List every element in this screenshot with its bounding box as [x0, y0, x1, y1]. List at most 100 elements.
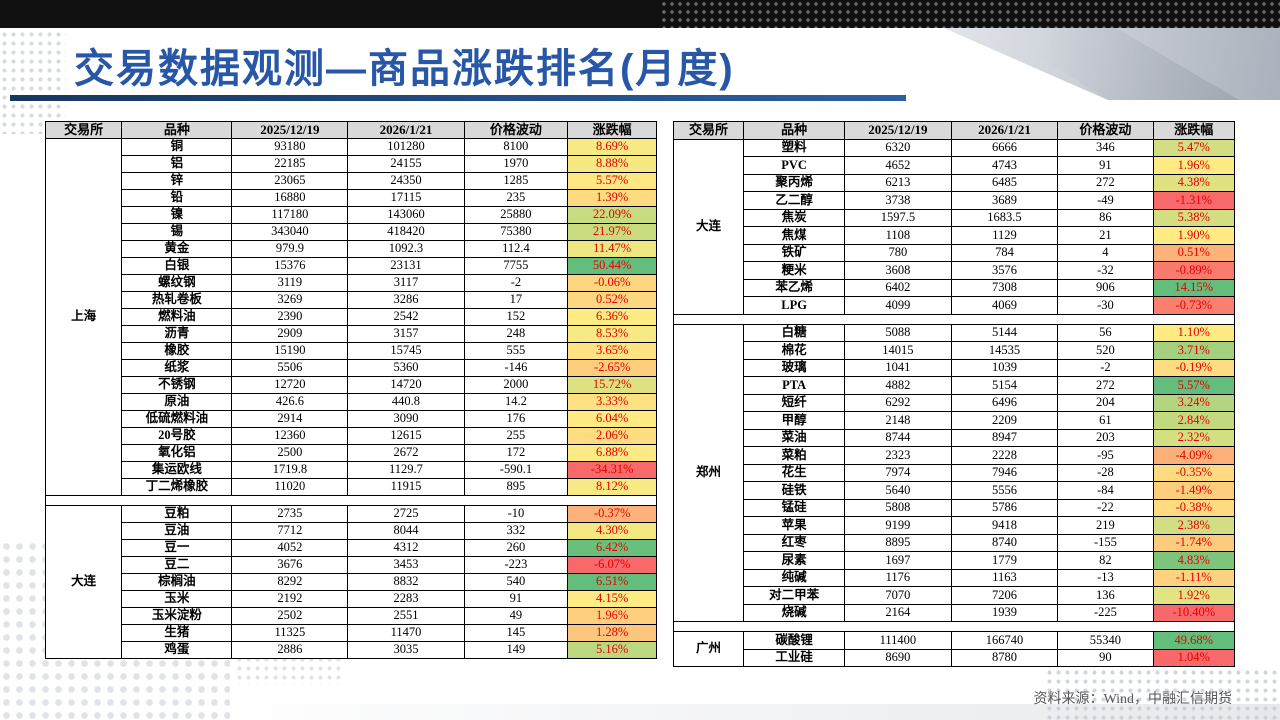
value-cell: 8292	[231, 573, 349, 591]
commodity-name: 纸浆	[121, 359, 233, 377]
separator-cell	[673, 621, 1235, 632]
table-row: 乙二醇 3738 3689 -49 -1.31%	[674, 191, 1236, 210]
value-cell: 2148	[844, 411, 952, 430]
value-cell: 1683.5	[950, 208, 1059, 227]
exchange-cell: 郑州	[672, 323, 745, 622]
value-cell: 6496	[950, 393, 1059, 412]
halftone-dots-topbar	[660, 0, 1280, 28]
pct-change-cell: -1.31%	[1152, 191, 1236, 210]
value-cell: -2	[463, 274, 569, 292]
pct-change-cell: 3.24%	[1152, 393, 1236, 412]
table-row: 锌 23065 24350 1285 5.57%	[46, 172, 657, 190]
value-cell: 2228	[950, 446, 1059, 465]
table-row: 花生 7974 7946 -28 -0.35%	[674, 463, 1236, 482]
value-cell: 1697	[844, 551, 952, 570]
value-cell: 5556	[950, 481, 1059, 500]
value-cell: 6485	[950, 173, 1059, 192]
value-cell: 2283	[347, 590, 465, 608]
commodity-name: 不锈钢	[121, 376, 233, 394]
commodity-name: 锌	[121, 172, 233, 190]
pct-change-cell: 22.09%	[567, 206, 657, 224]
table-row: 菜粕 2323 2228 -95 -4.09%	[674, 446, 1236, 465]
value-cell: 2735	[231, 505, 349, 523]
value-cell: 5506	[231, 359, 349, 377]
value-cell: 219	[1057, 516, 1154, 535]
table-row: 大连 豆粕 2735 2725 -10 -0.37%	[44, 505, 657, 659]
column-header: 品种	[121, 121, 233, 139]
value-cell: 55340	[1057, 631, 1154, 650]
value-cell: 5144	[950, 323, 1059, 342]
value-cell: 3035	[347, 641, 465, 659]
commodity-table-left: 交易所 品种 2025/12/19 2026/1/21 价格波动 涨跌幅 上海铜 93180 1…	[44, 121, 657, 659]
commodity-name: 甲醇	[743, 411, 846, 430]
value-cell: 15745	[347, 342, 465, 360]
value-cell: 2914	[231, 410, 349, 428]
table-row: 集运欧线 1719.8 1129.7 -590.1 -34.31%	[46, 461, 657, 479]
value-cell: 14015	[844, 341, 952, 360]
value-cell: 24155	[347, 155, 465, 173]
value-cell: 4743	[950, 156, 1059, 175]
value-cell: 4069	[950, 296, 1059, 315]
pct-change-cell: 5.38%	[1152, 208, 1236, 227]
exchange-cell: 上海	[44, 138, 123, 496]
table-row: 甲醇 2148 2209 61 2.84%	[674, 411, 1236, 430]
value-cell: 979.9	[231, 240, 349, 258]
value-cell: 1970	[463, 155, 569, 173]
table-row: 铁矿 780 784 4 0.51%	[674, 243, 1236, 262]
value-cell: 5154	[950, 376, 1059, 395]
value-cell: 3269	[231, 291, 349, 309]
value-cell: 1039	[950, 358, 1059, 377]
table-row: 棉花 14015 14535 520 3.71%	[674, 341, 1236, 360]
value-cell: 346	[1057, 138, 1154, 157]
value-cell: 906	[1057, 278, 1154, 297]
pct-change-cell: 3.33%	[567, 393, 657, 411]
pct-change-cell: -0.89%	[1152, 261, 1236, 280]
value-cell: 6402	[844, 278, 952, 297]
commodity-name: 镍	[121, 206, 233, 224]
value-cell: 90	[1057, 648, 1154, 667]
value-cell: 61	[1057, 411, 1154, 430]
value-cell: 5088	[844, 323, 952, 342]
table-row: 铝 22185 24155 1970 8.88%	[46, 155, 657, 173]
commodity-name: 燃料油	[121, 308, 233, 326]
separator-cell	[45, 495, 657, 506]
commodity-name: 丁二烯橡胶	[121, 478, 233, 496]
column-header: 交易所	[44, 121, 123, 139]
value-cell: 4	[1057, 243, 1154, 262]
commodity-name: 菜粕	[743, 446, 846, 465]
commodity-name: 花生	[743, 463, 846, 482]
pct-change-cell: -0.73%	[1152, 296, 1236, 315]
commodity-name: 短纤	[743, 393, 846, 412]
value-cell: 260	[463, 539, 569, 557]
value-cell: 3119	[231, 274, 349, 292]
pct-change-cell: 4.15%	[567, 590, 657, 608]
commodity-name: 豆一	[121, 539, 233, 557]
table-row: 氧化铝 2500 2672 172 6.88%	[46, 444, 657, 462]
value-cell: 3453	[347, 556, 465, 574]
value-cell: 75380	[463, 223, 569, 241]
table-row: 橡胶 15190 15745 555 3.65%	[46, 342, 657, 360]
commodity-name: 工业硅	[743, 648, 846, 667]
pct-change-cell: 3.65%	[567, 342, 657, 360]
commodity-name: 聚丙烯	[743, 173, 846, 192]
value-cell: 9418	[950, 516, 1059, 535]
value-cell: 112.4	[463, 240, 569, 258]
value-cell: 7755	[463, 257, 569, 275]
table-row: 豆油 7712 8044 332 4.30%	[46, 522, 657, 540]
value-cell: 440.8	[347, 393, 465, 411]
value-cell: 1092.3	[347, 240, 465, 258]
value-cell: -22	[1057, 498, 1154, 517]
table-row: 豆二 3676 3453 -223 -6.07%	[46, 556, 657, 574]
value-cell: 8895	[844, 533, 952, 552]
value-cell: 3689	[950, 191, 1059, 210]
value-cell: 1779	[950, 551, 1059, 570]
value-cell: 7974	[844, 463, 952, 482]
pct-change-cell: 5.16%	[567, 641, 657, 659]
pct-change-cell: -6.07%	[567, 556, 657, 574]
commodity-name: 铝	[121, 155, 233, 173]
commodity-name: 铁矿	[743, 243, 846, 262]
value-cell: 418420	[347, 223, 465, 241]
value-cell: 56	[1057, 323, 1154, 342]
commodity-name: 螺纹钢	[121, 274, 233, 292]
separator-cell	[673, 313, 1235, 325]
